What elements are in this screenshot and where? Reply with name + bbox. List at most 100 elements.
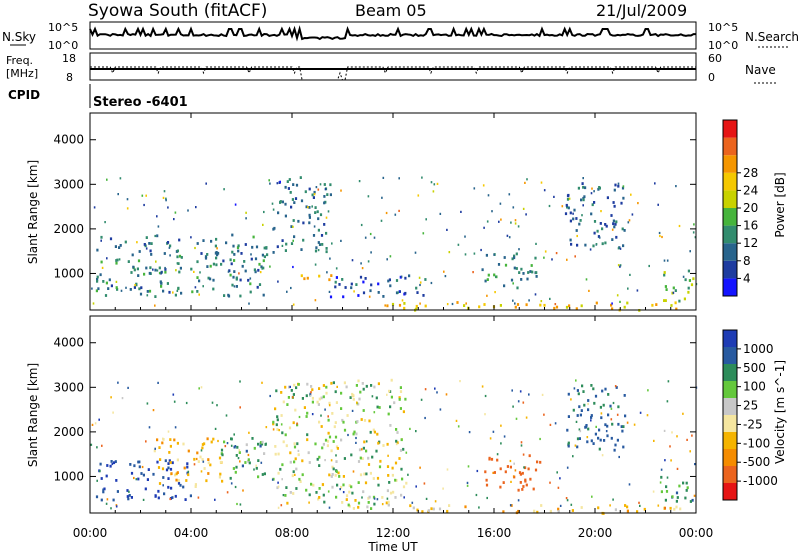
heatmap-cell: [350, 453, 353, 457]
heatmap-cell: [328, 473, 331, 477]
heatmap-cell: [612, 201, 615, 204]
heatmap-cell: [129, 463, 132, 466]
heatmap-cell: [124, 240, 127, 244]
heatmap-cell: [485, 483, 489, 487]
heatmap-cell: [672, 291, 675, 294]
heatmap-cell: [100, 498, 103, 502]
y-tick-label: 4000: [53, 133, 84, 147]
heatmap-cell: [342, 475, 345, 478]
heatmap-cell: [386, 393, 388, 396]
colorbar-segment: [723, 190, 737, 208]
heatmap-cell: [136, 267, 139, 271]
heatmap-cell: [513, 256, 516, 260]
heatmap-cell: [605, 224, 608, 228]
heatmap-cell: [173, 218, 175, 221]
heatmap-cell: [247, 278, 250, 282]
heatmap-cell: [245, 211, 247, 214]
heatmap-cell: [361, 448, 363, 451]
heatmap-cell: [294, 408, 297, 412]
heatmap-cell: [561, 205, 564, 208]
heatmap-cell: [279, 200, 282, 203]
heatmap-cell: [217, 251, 220, 255]
heatmap-cell: [517, 509, 520, 513]
heatmap-cell: [654, 182, 656, 185]
heatmap-cell: [517, 400, 520, 403]
heatmap-cell: [272, 251, 275, 254]
heatmap-cell: [276, 415, 279, 419]
heatmap-cell: [519, 472, 522, 476]
heatmap-cell: [686, 486, 689, 490]
heatmap-cell: [515, 417, 518, 420]
heatmap-cell: [684, 278, 687, 282]
heatmap-cell: [366, 505, 369, 509]
heatmap-cell: [248, 461, 251, 465]
noise-right-label: N.Search: [745, 30, 799, 44]
heatmap-cell: [301, 459, 304, 463]
heatmap-cell: [326, 193, 329, 196]
heatmap-cell: [665, 490, 669, 493]
heatmap-cell: [148, 426, 151, 429]
heatmap-cell: [433, 183, 436, 186]
heatmap-cell: [314, 263, 317, 266]
heatmap-cell: [578, 428, 581, 431]
heatmap-cell: [286, 501, 289, 505]
heatmap-cell: [534, 468, 538, 472]
heatmap-cell: [251, 437, 254, 440]
heatmap-cell: [399, 449, 403, 452]
heatmap-cell: [694, 463, 696, 466]
colorbar-tick-label: 20: [743, 201, 758, 215]
heatmap-cell: [524, 466, 527, 470]
heatmap-cell: [137, 477, 140, 481]
heatmap-cell: [275, 389, 278, 393]
heatmap-cell: [567, 206, 570, 210]
heatmap-cell: [488, 457, 491, 461]
heatmap-cell: [612, 498, 614, 501]
heatmap-cell: [582, 185, 585, 189]
power-heatmap-cells: [91, 176, 698, 312]
colorbar-segment: [723, 415, 737, 432]
heatmap-cell: [378, 465, 382, 469]
heatmap-cell: [276, 486, 279, 490]
heatmap-cell: [543, 256, 545, 259]
heatmap-cell: [395, 279, 399, 282]
heatmap-cell: [96, 446, 98, 449]
heatmap-cell: [514, 302, 516, 305]
heatmap-cell: [193, 270, 195, 273]
heatmap-cell: [340, 438, 343, 442]
heatmap-cell: [549, 297, 551, 300]
heatmap-cell: [186, 471, 189, 475]
heatmap-cell: [498, 220, 500, 223]
heatmap-cell: [486, 496, 488, 500]
nave-label: Nave: [745, 63, 776, 77]
heatmap-cell: [671, 431, 673, 434]
heatmap-cell: [504, 470, 507, 474]
heatmap-cell: [296, 442, 299, 446]
heatmap-cell: [292, 492, 295, 495]
heatmap-cell: [587, 402, 589, 406]
heatmap-cell: [370, 384, 373, 387]
heatmap-cell: [539, 437, 541, 441]
heatmap-cell: [136, 241, 138, 244]
heatmap-cell: [364, 481, 368, 485]
heatmap-cell: [95, 495, 99, 499]
heatmap-cell: [377, 441, 380, 445]
heatmap-cell: [519, 481, 522, 484]
heatmap-cell: [174, 426, 177, 429]
heatmap-cell: [322, 384, 325, 387]
heatmap-cell: [357, 481, 360, 484]
heatmap-cell: [127, 497, 130, 501]
heatmap-cell: [592, 244, 595, 248]
heatmap-cell: [154, 295, 157, 298]
heatmap-cell: [217, 439, 219, 443]
heatmap-cell: [601, 454, 604, 457]
heatmap-cell: [623, 305, 626, 309]
heatmap-cell: [193, 463, 196, 466]
heatmap-cell: [442, 487, 444, 490]
heatmap-cell: [96, 275, 99, 279]
heatmap-cell: [272, 208, 275, 211]
noise-trace: [89, 25, 696, 42]
heatmap-cell: [584, 243, 587, 247]
heatmap-cell: [579, 413, 582, 417]
heatmap-cell: [365, 449, 368, 453]
heatmap-cell: [284, 202, 287, 206]
